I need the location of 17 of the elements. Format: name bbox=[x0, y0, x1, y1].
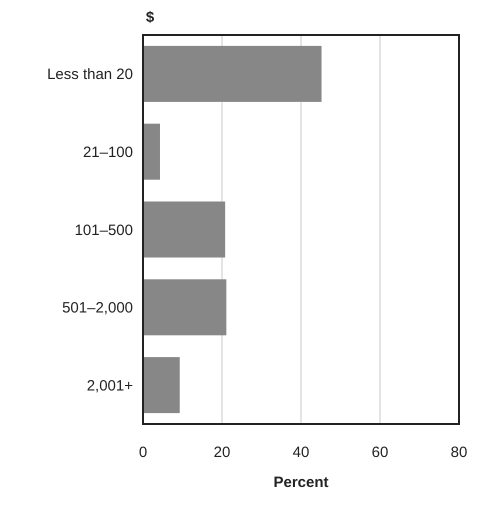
y-tick-label: 2,001+ bbox=[86, 377, 134, 394]
bar bbox=[143, 357, 180, 414]
y-tick-label: 101–500 bbox=[74, 222, 133, 239]
bar bbox=[143, 124, 160, 180]
x-tick-label: 20 bbox=[214, 444, 230, 461]
x-axis-title: Percent bbox=[273, 474, 329, 491]
x-tick-label: 60 bbox=[372, 444, 388, 461]
y-tick-label: 21–100 bbox=[82, 144, 133, 161]
x-tick-label: 40 bbox=[292, 444, 310, 461]
y-tick-label: Less than 20 bbox=[47, 66, 133, 84]
bar bbox=[143, 279, 226, 336]
x-tick-label: 0 bbox=[138, 444, 148, 461]
y-tick-label: 501–2,000 bbox=[62, 300, 133, 317]
chart-title: $ bbox=[146, 9, 155, 26]
bar bbox=[143, 201, 226, 258]
x-tick-label: 80 bbox=[450, 444, 468, 461]
bar bbox=[143, 46, 322, 102]
